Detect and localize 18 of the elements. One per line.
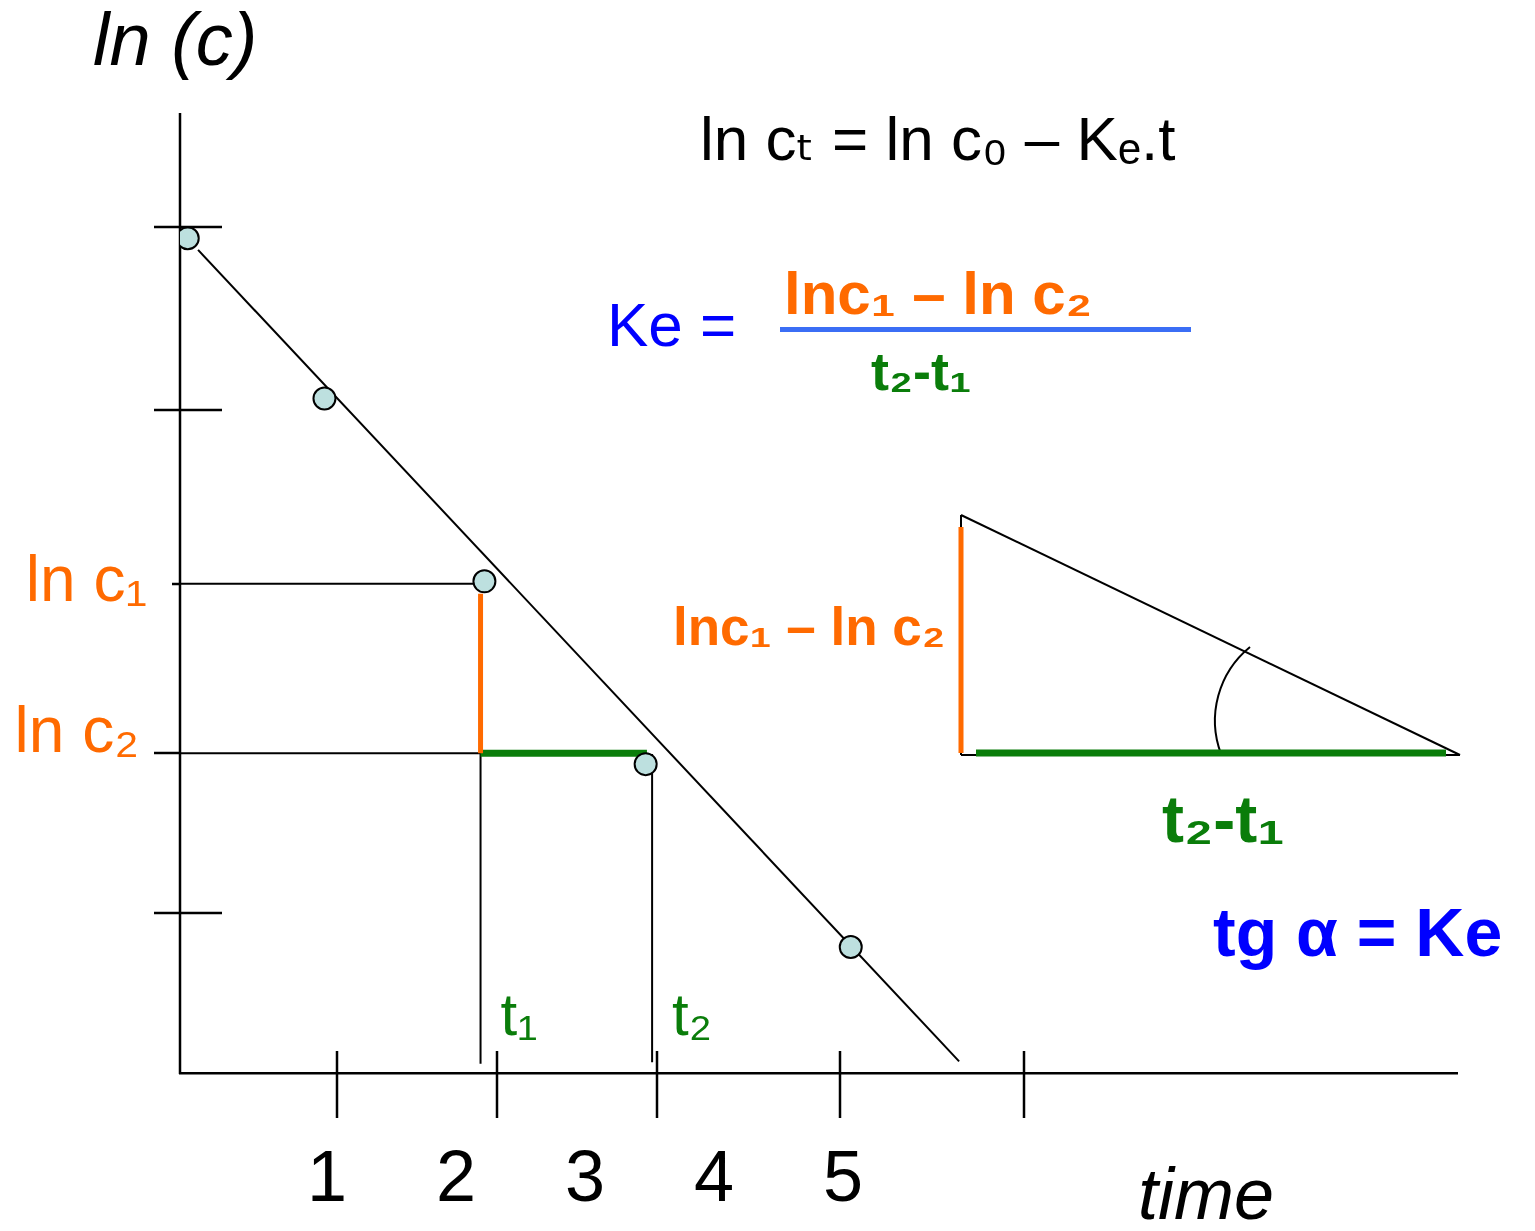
text: ln c₂ bbox=[14, 694, 139, 766]
text: ln c₁ bbox=[25, 543, 147, 615]
text: ln cₜ = ln c₀ – Kₑ.t bbox=[700, 104, 1176, 173]
x-axis-title: time bbox=[1138, 1154, 1275, 1231]
y-axis-title: ln (c) bbox=[93, 0, 258, 81]
annotation: lnc₁ – ln c₂ bbox=[784, 260, 1093, 327]
x-tick-label: 4 bbox=[693, 1136, 735, 1217]
x-tick-label: 2 bbox=[436, 1136, 477, 1217]
annotation: t₂ bbox=[672, 981, 713, 1048]
annotation: tg α = Ke bbox=[1213, 894, 1503, 970]
x-tick-label: 1 bbox=[307, 1136, 348, 1217]
x-tick-label: 5 bbox=[822, 1136, 864, 1217]
annotation: t₁ bbox=[500, 981, 538, 1048]
x-tick-label: 3 bbox=[565, 1136, 606, 1217]
annotation: t₂-t₁ bbox=[871, 341, 972, 401]
annotation: Ke = bbox=[607, 290, 737, 359]
annotation: lnc₁ – ln c₂ bbox=[673, 597, 946, 656]
annotation: t₂-t₁ bbox=[1162, 782, 1285, 856]
